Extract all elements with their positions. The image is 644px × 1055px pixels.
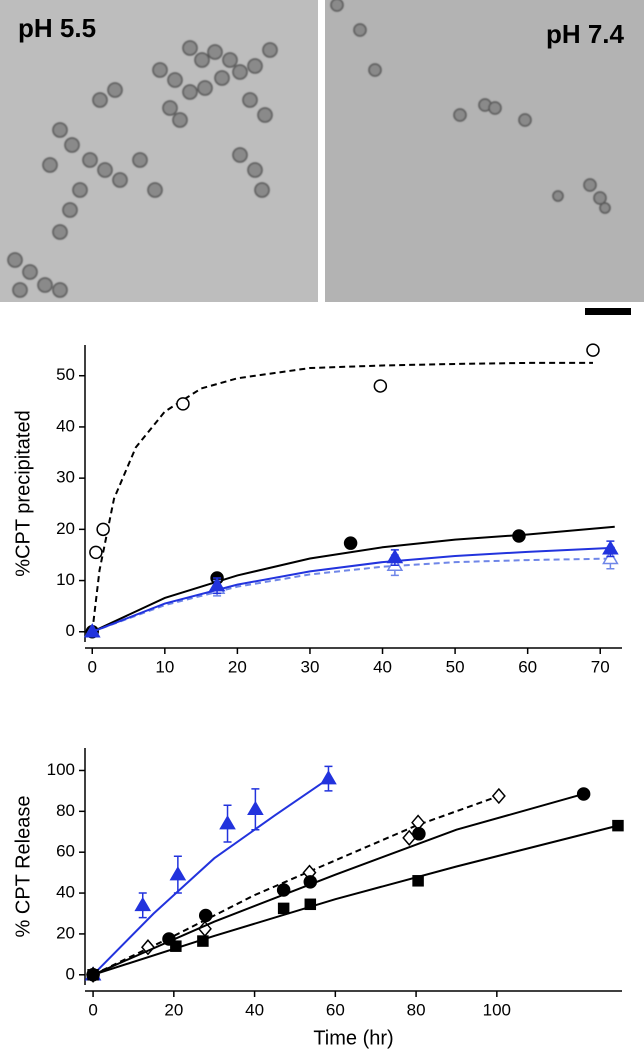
x-tick-label: 20 — [228, 657, 247, 676]
point — [96, 522, 110, 537]
y-tick-label: 50 — [56, 365, 75, 384]
x-tick-label: 100 — [483, 1000, 511, 1019]
point — [83, 623, 101, 638]
y-tick-label: 60 — [56, 842, 75, 861]
fit-line — [92, 795, 500, 976]
point — [512, 529, 526, 543]
point — [197, 935, 209, 947]
y-axis-title: %CPT precipitated — [12, 410, 34, 576]
x-tick-label: 10 — [155, 657, 174, 676]
y-tick-label: 0 — [66, 621, 75, 640]
y-tick-label: 10 — [56, 570, 75, 589]
point — [208, 577, 226, 592]
scale-bar — [585, 308, 631, 315]
micrograph-left: pH 5.5 — [0, 0, 318, 302]
point — [87, 969, 99, 981]
fit-line — [92, 793, 584, 976]
point — [169, 866, 187, 881]
point — [586, 343, 600, 357]
point — [386, 549, 404, 564]
y-tick-label: 40 — [56, 416, 75, 435]
fit-line — [91, 361, 593, 632]
point — [491, 787, 506, 805]
micrograph-label: pH 5.5 — [18, 13, 96, 43]
point — [412, 875, 424, 887]
point — [276, 883, 291, 897]
point — [247, 800, 264, 816]
point — [134, 896, 152, 912]
x-tick-label: 60 — [326, 1000, 345, 1019]
x-tick-label: 40 — [373, 657, 392, 676]
point — [304, 898, 317, 911]
fit-line — [92, 824, 619, 976]
fit-line — [92, 777, 330, 976]
point — [198, 908, 213, 923]
point — [576, 787, 591, 801]
point — [140, 939, 155, 956]
x-tick-label: 60 — [518, 657, 537, 676]
y-tick-label: 80 — [56, 801, 75, 820]
point — [303, 875, 318, 889]
x-axis-title: Time (hr) — [313, 1027, 393, 1049]
y-tick-label: 20 — [56, 519, 75, 538]
y-tick-label: 100 — [47, 760, 75, 779]
x-tick-label: 20 — [164, 1000, 183, 1019]
point — [602, 540, 619, 555]
y-tick-label: 40 — [56, 883, 75, 902]
x-tick-label: 40 — [245, 1000, 264, 1019]
x-tick-label: 30 — [300, 657, 319, 676]
x-tick-label: 70 — [591, 657, 610, 676]
x-tick-label: 80 — [407, 1000, 426, 1019]
point — [343, 536, 358, 550]
y-tick-label: 0 — [66, 964, 75, 983]
y-axis-title: % CPT Release — [12, 796, 34, 938]
point — [320, 770, 337, 785]
point — [277, 902, 290, 915]
y-tick-label: 20 — [56, 923, 75, 942]
point — [219, 815, 236, 830]
fit-line — [91, 557, 615, 633]
point — [89, 545, 103, 560]
point — [373, 379, 388, 393]
y-tick-label: 30 — [56, 468, 75, 487]
x-tick-label: 0 — [88, 1000, 97, 1019]
micrograph-label: pH 7.4 — [546, 19, 625, 49]
point — [412, 827, 426, 841]
x-tick-label: 50 — [446, 657, 465, 676]
x-tick-label: 0 — [88, 657, 97, 676]
point — [612, 819, 624, 832]
micrograph-right: pH 7.4 — [325, 0, 644, 302]
point — [602, 550, 619, 565]
fit-line — [91, 546, 615, 633]
point — [170, 940, 182, 952]
point — [176, 397, 190, 411]
